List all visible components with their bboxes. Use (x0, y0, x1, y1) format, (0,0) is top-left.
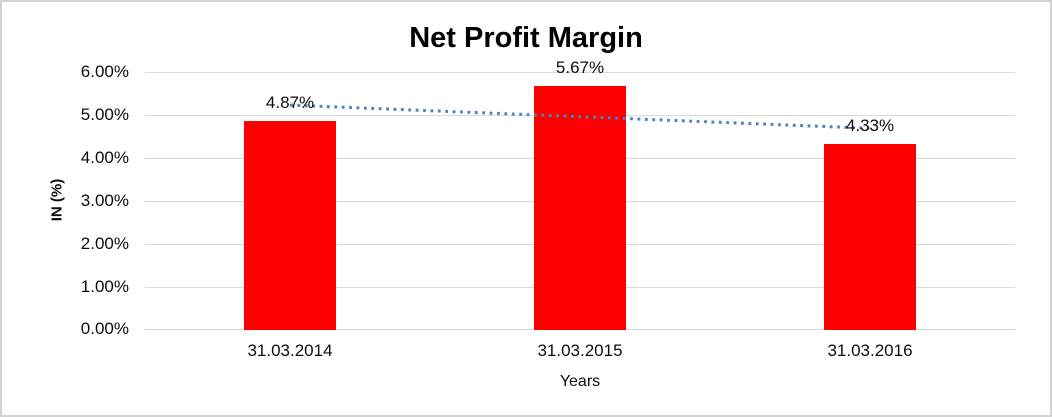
gridline (145, 72, 1015, 73)
y-axis-tick-label: 3.00% (80, 191, 129, 210)
bar (534, 86, 626, 330)
bar-value-label: 4.33% (845, 116, 895, 135)
x-axis-tick-label: 31.03.2016 (827, 341, 913, 360)
y-axis-tick-label: 2.00% (80, 234, 129, 253)
y-axis-tick-label: 0.00% (80, 319, 129, 338)
x-axis-tick-label: 31.03.2015 (537, 341, 623, 360)
y-axis-tick-label: 5.00% (80, 105, 129, 124)
bar (244, 121, 336, 330)
bar (824, 144, 916, 330)
plot-area: 4.87% 5.67% 4.33% (145, 59, 1015, 330)
x-axis-title: Years (559, 373, 601, 390)
y-axis-tick-label: 4.00% (80, 148, 129, 167)
bar-value-label: 4.87% (265, 93, 315, 112)
y-axis-tick-label: 6.00% (80, 62, 129, 81)
chart-title: Net Profit Margin (409, 22, 643, 54)
bar-value-label: 5.67% (555, 58, 605, 77)
x-axis-tick-label: 31.03.2014 (247, 341, 333, 360)
y-axis-tick-label: 1.00% (80, 277, 129, 296)
